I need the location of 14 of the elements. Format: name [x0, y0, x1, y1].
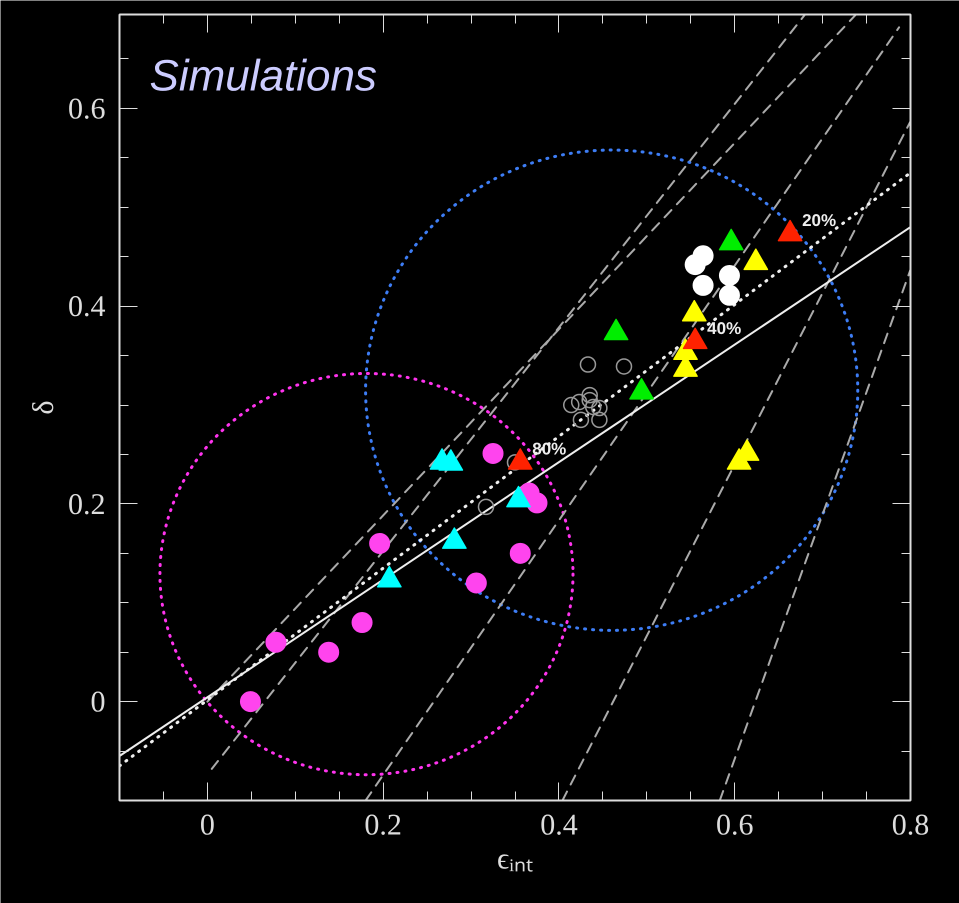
- x-axis-title: ϵᵢₙₜ: [496, 842, 534, 876]
- x-tick-label: 0.6: [716, 808, 754, 842]
- annotation: 20%: [802, 210, 836, 230]
- y-axis-title: δ: [27, 400, 60, 415]
- y-tick-label: 0: [90, 686, 106, 719]
- annotation: Simulations: [150, 52, 377, 100]
- x-tick-label: 0: [200, 808, 215, 842]
- y-tick-label: 0.6: [68, 92, 106, 126]
- annotation: 40%: [707, 318, 742, 338]
- x-tick-label: 0.2: [364, 808, 402, 842]
- y-tick-label: 0.2: [68, 488, 106, 521]
- x-tick-label: 0.4: [540, 808, 578, 842]
- y-tick-label: 0.4: [68, 290, 106, 324]
- x-tick-label: 0.8: [892, 808, 930, 842]
